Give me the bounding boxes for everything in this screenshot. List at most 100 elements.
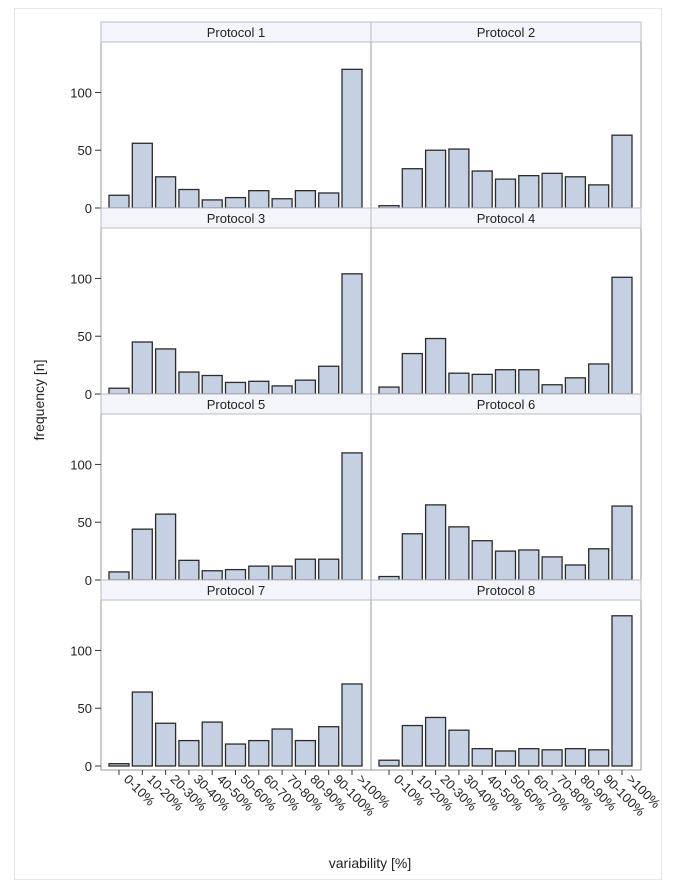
y-tick-label: 0 [85,201,92,216]
y-tick-label: 100 [70,457,92,472]
y-tick-label: 100 [70,643,92,658]
bar [178,559,200,581]
bar [448,729,470,767]
bar [178,188,200,209]
bar [224,568,247,581]
bar [588,749,610,767]
bar [611,615,633,767]
bar [271,198,293,209]
y-tick-label: 100 [70,271,92,286]
bar [108,763,130,767]
panel-8: Protocol 80-10%10-20%20-30%30-40%40-50%5… [370,579,664,819]
bar [471,170,493,209]
bar [611,134,633,209]
panel-title: Protocol 8 [477,583,536,598]
bar [248,739,270,767]
x-axis-title: variability [%] [329,855,411,871]
bar [611,505,633,581]
bar [564,377,587,395]
bar [448,372,470,395]
panel-strip [370,207,642,229]
bar [494,750,517,767]
y-tick-label: 50 [78,143,92,158]
bar [448,526,470,581]
bar [378,386,400,395]
panel-title: Protocol 3 [207,211,266,226]
bar [341,452,363,581]
bar [341,273,363,395]
bar [294,739,317,767]
bar [518,369,540,395]
y-tick-label: 0 [85,759,92,774]
bar [178,739,200,767]
bar [108,387,130,395]
bar [318,558,340,581]
bar [131,142,153,209]
y-tick-label: 0 [85,573,92,588]
bar [518,174,540,209]
bar [108,194,130,209]
panel-7: Protocol 70501000-10%10-20%20-30%30-40%4… [70,579,394,819]
bar [318,192,340,209]
bar [378,759,400,767]
bar [341,68,363,209]
y-tick-label: 50 [78,515,92,530]
bar [224,196,247,209]
bar [154,722,177,767]
panel-title: Protocol 6 [477,397,536,412]
panel-4: Protocol 4 [370,207,642,399]
bar [564,564,587,581]
bar [518,748,540,767]
bar [564,176,587,209]
panel-6: Protocol 6 [370,393,642,585]
bar [588,548,610,581]
bar [248,565,270,581]
bar [564,748,587,767]
y-tick-label: 50 [78,329,92,344]
bar [318,365,340,395]
panel-title: Protocol 2 [477,25,536,40]
bar [401,533,423,581]
bar [131,528,153,581]
y-axis-title: frequency [n] [31,360,47,441]
bar [224,381,247,395]
bar [178,371,200,395]
bar [448,148,470,209]
panel-strip [370,579,642,601]
bar [154,348,177,395]
bar [401,724,423,767]
panel-title: Protocol 5 [207,397,266,412]
bar [424,337,447,395]
bar [341,683,363,767]
panels-layer: Protocol 1 0 50 100 Protocol 2 Protocol 3 0 50 1… [70,21,664,819]
bar [588,363,610,395]
bar [294,190,317,209]
y-tick-label: 50 [78,701,92,716]
bar [611,276,633,395]
bar [131,691,153,767]
panel-title: Protocol 1 [207,25,266,40]
bar [201,374,223,395]
panel-strip [370,393,642,415]
panel-strip [370,21,642,43]
panel-title: Protocol 4 [477,211,536,226]
bar [541,556,563,581]
bar [318,726,340,767]
bar [154,176,177,209]
panel-1: Protocol 1 0 50 100 [70,21,372,216]
bar [248,190,270,209]
bar [424,149,447,209]
y-tick-label: 100 [70,85,92,100]
bar [108,571,130,581]
bar [248,380,270,395]
bar [518,549,540,581]
bar [201,570,223,581]
panel-3: Protocol 3 0 50 100 [70,207,372,402]
bar [471,540,493,581]
bar [271,385,293,395]
bar [201,199,223,209]
bar [541,384,563,395]
panel-title: Protocol 7 [207,583,266,598]
bar [541,172,563,209]
